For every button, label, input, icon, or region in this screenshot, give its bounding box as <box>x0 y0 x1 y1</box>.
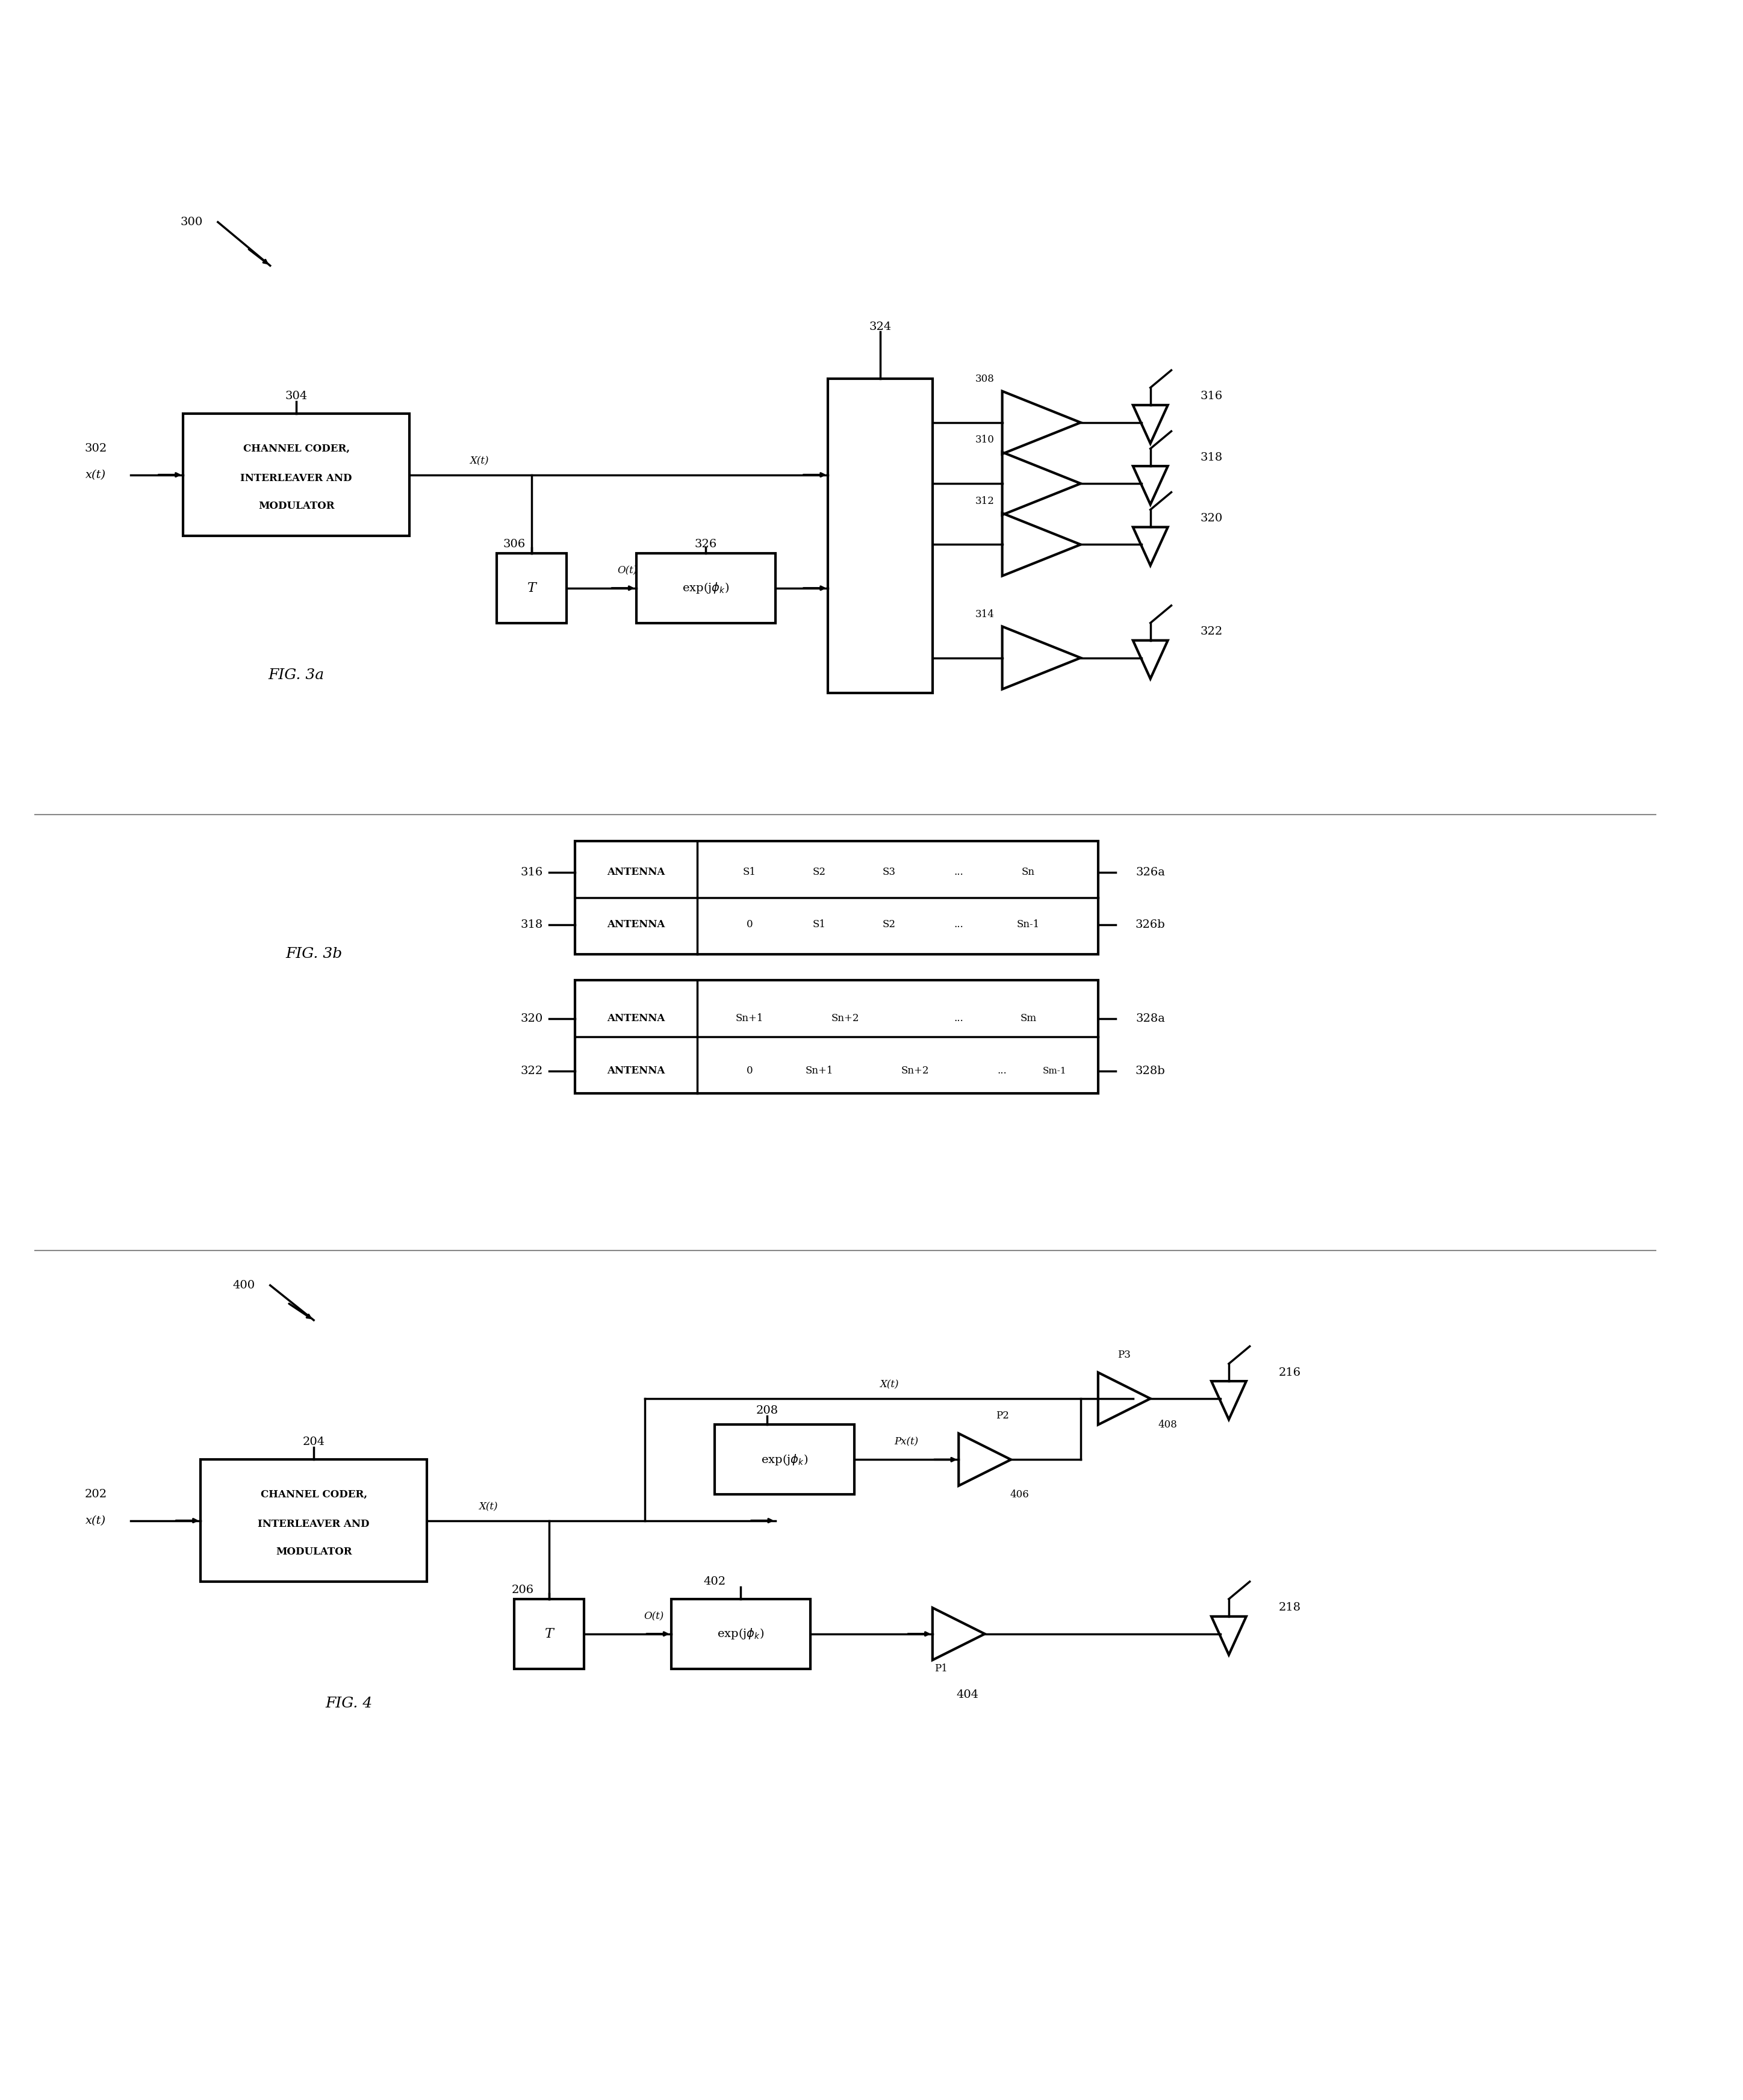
Text: 408: 408 <box>1157 1420 1178 1430</box>
Text: Sn+1: Sn+1 <box>736 1014 763 1023</box>
Text: exp(j$\phi$$_k$): exp(j$\phi$$_k$) <box>760 1453 809 1466</box>
Text: exp(j$\phi$$_k$): exp(j$\phi$$_k$) <box>716 1628 765 1640</box>
Text: X(t): X(t) <box>471 456 488 466</box>
Bar <box>514 1598 584 1670</box>
Text: P2: P2 <box>995 1411 1009 1422</box>
Text: Sm: Sm <box>1020 1014 1037 1023</box>
Text: O(t): O(t) <box>617 565 638 575</box>
Text: S3: S3 <box>882 867 896 878</box>
Text: 314: 314 <box>974 609 995 620</box>
Text: 308: 308 <box>974 374 995 384</box>
Text: S1: S1 <box>743 867 756 878</box>
Text: 312: 312 <box>974 496 995 506</box>
Text: X(t): X(t) <box>479 1502 497 1512</box>
Text: FIG. 4: FIG. 4 <box>324 1697 373 1712</box>
Bar <box>183 414 410 536</box>
Text: INTERLEAVER AND: INTERLEAVER AND <box>241 473 352 483</box>
Bar <box>715 1424 854 1495</box>
Text: CHANNEL CODER,: CHANNEL CODER, <box>242 443 350 454</box>
Text: T: T <box>544 1628 554 1640</box>
Bar <box>636 552 776 624</box>
Text: 204: 204 <box>303 1436 324 1447</box>
Bar <box>575 840 1098 953</box>
Text: 328a: 328a <box>1136 1012 1164 1025</box>
Text: Sn: Sn <box>1021 867 1035 878</box>
Text: INTERLEAVER AND: INTERLEAVER AND <box>258 1518 370 1529</box>
Text: 202: 202 <box>85 1489 106 1499</box>
Text: exp(j$\phi$$_k$): exp(j$\phi$$_k$) <box>682 582 730 594</box>
Text: 310: 310 <box>974 435 995 445</box>
Bar <box>497 552 566 624</box>
Text: x(t): x(t) <box>85 470 106 481</box>
Text: 328b: 328b <box>1135 1065 1166 1077</box>
Text: 318: 318 <box>521 920 542 930</box>
Text: Sm-1: Sm-1 <box>1042 1067 1067 1075</box>
Text: 316: 316 <box>1201 391 1222 401</box>
Text: 0: 0 <box>746 1067 753 1075</box>
Text: ANTENNA: ANTENNA <box>607 867 666 878</box>
Text: 400: 400 <box>234 1279 254 1292</box>
Text: 322: 322 <box>521 1065 542 1077</box>
Text: Sn-1: Sn-1 <box>1016 920 1041 930</box>
Text: 304: 304 <box>286 391 307 401</box>
Text: T: T <box>526 582 537 594</box>
Text: MODULATOR: MODULATOR <box>258 502 335 510</box>
Text: ...: ... <box>997 1067 1007 1075</box>
Bar <box>200 1460 427 1581</box>
Text: 300: 300 <box>181 216 202 227</box>
Text: Sn+1: Sn+1 <box>805 1067 833 1075</box>
Text: 326: 326 <box>695 540 716 550</box>
Text: 208: 208 <box>756 1405 777 1415</box>
Text: S2: S2 <box>882 920 896 930</box>
Text: 316: 316 <box>521 867 542 878</box>
Text: 406: 406 <box>1011 1489 1028 1499</box>
Text: 218: 218 <box>1279 1602 1300 1613</box>
Text: 326b: 326b <box>1135 920 1166 930</box>
Text: 318: 318 <box>1201 452 1222 462</box>
Text: 320: 320 <box>1201 512 1222 523</box>
Text: 322: 322 <box>1201 626 1222 636</box>
Text: 302: 302 <box>85 443 106 454</box>
Text: x(t): x(t) <box>85 1516 106 1527</box>
Text: ANTENNA: ANTENNA <box>607 1014 666 1023</box>
Text: 324: 324 <box>870 321 891 332</box>
Text: X(t): X(t) <box>880 1380 898 1390</box>
Text: Sn+2: Sn+2 <box>831 1014 859 1023</box>
Text: P3: P3 <box>1117 1350 1131 1361</box>
Text: FIG. 3b: FIG. 3b <box>286 947 342 962</box>
Text: O(t): O(t) <box>643 1611 664 1621</box>
Text: 402: 402 <box>704 1577 725 1588</box>
Text: MODULATOR: MODULATOR <box>275 1548 352 1556</box>
Text: 306: 306 <box>504 540 525 550</box>
Text: S1: S1 <box>812 920 826 930</box>
Text: P1: P1 <box>934 1663 948 1674</box>
Bar <box>671 1598 810 1670</box>
Bar <box>828 378 933 693</box>
Text: 0: 0 <box>746 920 753 930</box>
Text: 326a: 326a <box>1136 867 1164 878</box>
Text: 216: 216 <box>1279 1367 1300 1378</box>
Text: FIG. 3a: FIG. 3a <box>268 668 324 682</box>
Text: CHANNEL CODER,: CHANNEL CODER, <box>260 1489 368 1499</box>
Text: 206: 206 <box>512 1586 533 1596</box>
Text: Sn+2: Sn+2 <box>901 1067 929 1075</box>
Text: 320: 320 <box>521 1012 542 1025</box>
Text: 404: 404 <box>957 1691 978 1701</box>
Text: S2: S2 <box>812 867 826 878</box>
Text: ...: ... <box>953 920 964 930</box>
Text: ANTENNA: ANTENNA <box>607 920 666 930</box>
Text: ...: ... <box>953 867 964 878</box>
Text: ...: ... <box>953 1014 964 1023</box>
Bar <box>575 981 1098 1094</box>
Text: Px(t): Px(t) <box>894 1436 919 1447</box>
Text: ANTENNA: ANTENNA <box>607 1067 666 1075</box>
